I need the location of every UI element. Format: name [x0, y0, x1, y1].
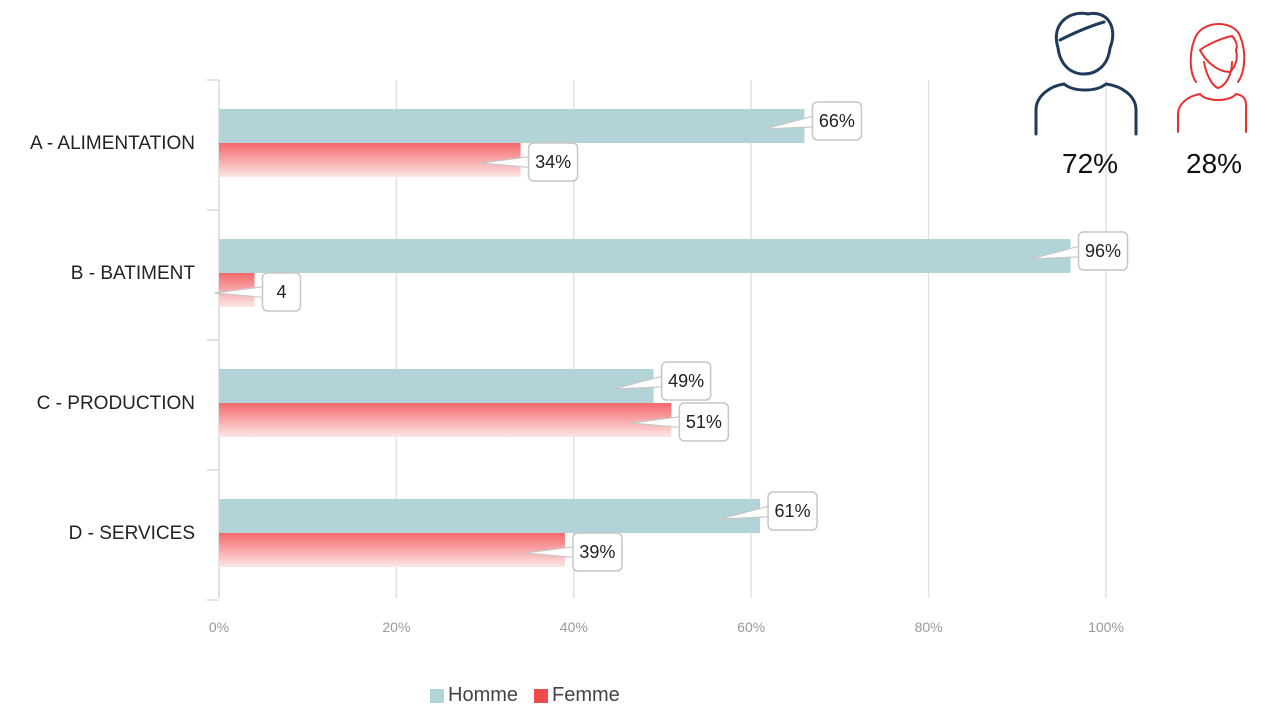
callout-box [527, 142, 579, 182]
legend-label-femme: Femme [552, 684, 620, 706]
data-label-text: 34% [535, 152, 571, 172]
x-tick-label: 80% [915, 619, 943, 635]
bar-homme [219, 369, 654, 403]
data-label-text: 96% [1085, 241, 1121, 261]
x-tick-labels: 0% 20% 40% 60% 80% 100% [209, 619, 1124, 635]
x-tick-label: 60% [737, 619, 765, 635]
bars [219, 109, 1071, 567]
data-label-text: 49% [668, 371, 704, 391]
data-label-homme: 96% [1030, 231, 1129, 271]
legend-item-femme: Femme [534, 684, 620, 707]
bar-homme [219, 499, 761, 533]
callout-pointer [214, 285, 267, 299]
legend: Homme Femme [430, 684, 620, 707]
callout-pointer [524, 545, 578, 559]
data-label-femme: 39% [524, 532, 623, 572]
callout-mask [529, 154, 535, 170]
homme-total: 72% [1062, 148, 1119, 179]
data-label-homme: 61% [719, 491, 818, 531]
category-label: B - BATIMENT [71, 263, 196, 284]
callout-box [678, 402, 730, 442]
callout-pointer [764, 114, 817, 130]
bar-femme [219, 143, 521, 177]
callout-box [660, 361, 712, 401]
category-label: D - SERVICES [69, 523, 195, 544]
femme-total: 28% [1186, 148, 1243, 179]
legend-swatch-homme [430, 688, 444, 703]
category-label: C - PRODUCTION [37, 393, 195, 414]
callout-mask [769, 503, 775, 519]
bar-homme [219, 239, 1071, 273]
callout-pointer [480, 155, 533, 169]
category-label: A - ALIMENTATION [30, 133, 195, 154]
callout-pointer [631, 415, 684, 429]
bar-homme [219, 109, 805, 143]
callout-box [572, 532, 623, 572]
bar-femme [219, 403, 672, 437]
callout-mask [813, 113, 819, 129]
callout-mask [662, 373, 668, 389]
woman-icon [1177, 23, 1248, 133]
data-label-text: 39% [579, 542, 615, 562]
callout-pointer [1030, 244, 1083, 260]
x-tick-label: 0% [209, 619, 229, 635]
callout-pointer [613, 374, 666, 390]
callout-pointer [719, 504, 773, 520]
callout-box [261, 272, 302, 312]
x-tick-label: 20% [382, 619, 410, 635]
data-label-text: 61% [775, 501, 811, 521]
callout-box [811, 101, 863, 141]
callout-box [1077, 231, 1129, 271]
data-label-femme: 51% [631, 402, 730, 442]
callout-mask [680, 414, 686, 430]
data-label-femme: 4 [214, 272, 302, 312]
bar-femme [219, 533, 565, 567]
data-labels: 66% 34% 96% 4 49% 51% 61% 39% [214, 101, 1129, 572]
x-tick-label: 100% [1088, 619, 1124, 635]
callout-mask [573, 544, 579, 560]
legend-item-homme: Homme [430, 684, 518, 707]
category-labels: A - ALIMENTATION B - BATIMENT C - PRODUCTI… [30, 133, 195, 544]
legend-label-homme: Homme [448, 684, 519, 706]
data-label-homme: 66% [764, 101, 863, 141]
x-tick-label: 40% [560, 619, 588, 635]
data-label-text: 4 [276, 282, 286, 302]
data-label-homme: 49% [613, 361, 712, 401]
data-label-text: 51% [686, 412, 722, 432]
callout-mask [263, 284, 269, 300]
callout-mask [1079, 243, 1085, 259]
man-icon [1034, 11, 1138, 136]
data-label-femme: 34% [480, 142, 579, 182]
callout-box [767, 491, 818, 531]
data-label-text: 66% [819, 111, 855, 131]
gender-icons [1034, 11, 1248, 136]
legend-swatch-femme [534, 688, 549, 703]
